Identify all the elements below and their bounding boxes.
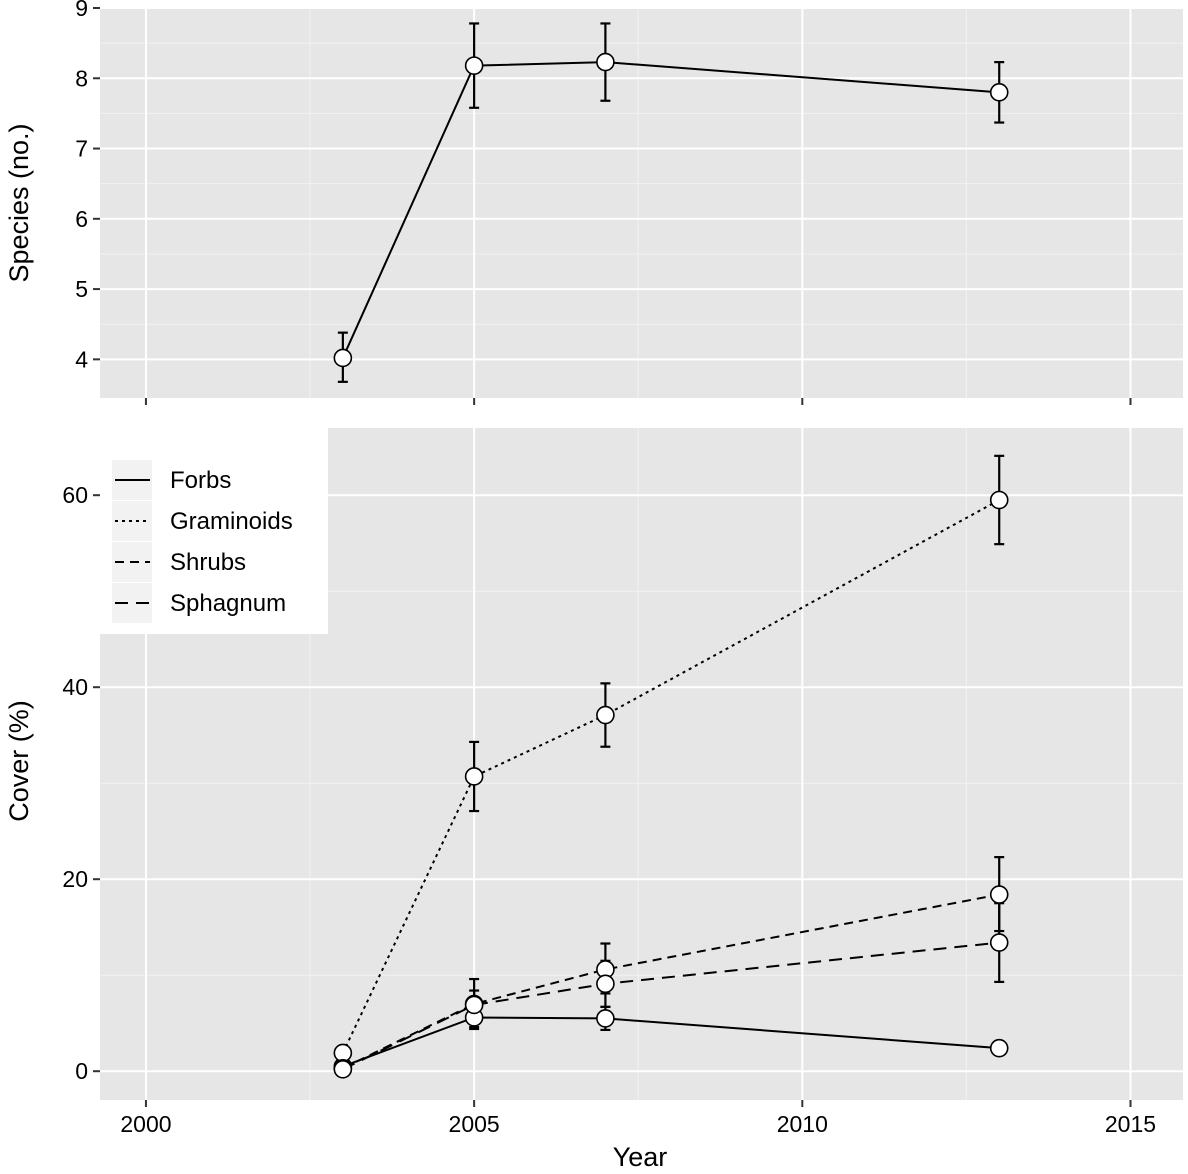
data-point <box>989 885 1009 904</box>
legend: Forbs Graminoids Shrubs Sphagnum <box>100 428 328 634</box>
legend-label-sphagnum: Sphagnum <box>170 590 286 617</box>
data-point <box>333 1059 353 1079</box>
data-point <box>596 1009 615 1028</box>
data-point <box>596 705 615 725</box>
y-tick-label: 20 <box>62 866 88 892</box>
legend-label-shrubs: Shrubs <box>170 549 246 576</box>
data-point <box>989 83 1009 102</box>
legend-label-graminoids: Graminoids <box>170 508 293 535</box>
y-axis-title-bottom: Cover (%) <box>4 700 34 822</box>
species-panel: 4 5 6 7 8 9 <box>75 0 1183 405</box>
series-line-graminoids <box>341 499 1000 1054</box>
x-tick-label: 2005 <box>449 1111 500 1137</box>
data-point <box>333 348 353 368</box>
y-tick-label: 6 <box>75 206 88 232</box>
y-tick-label: 60 <box>62 482 88 508</box>
series-line-species <box>341 61 1000 359</box>
series-line-sphagnum <box>342 941 1000 1071</box>
y-tick-label: 9 <box>75 0 88 21</box>
data-point <box>464 56 484 75</box>
series-line-forbs <box>342 1016 1000 1068</box>
data-point <box>464 995 484 1015</box>
x-axis-title: Year <box>613 1142 668 1172</box>
x-tick-label: 2010 <box>777 1111 828 1137</box>
data-point <box>596 52 615 72</box>
y-axis-title-top: Species (no.) <box>4 123 34 282</box>
cover-panel: 2000 2005 2010 2015 0 20 40 60 Forbs Graminoids Sh… <box>62 428 1183 1137</box>
y-tick-label: 8 <box>75 65 88 91</box>
y-tick-label: 5 <box>75 276 88 302</box>
y-tick-label: 7 <box>75 136 88 162</box>
data-point <box>464 767 484 786</box>
x-tick-label: 2000 <box>120 1111 171 1137</box>
y-tick-label: 4 <box>75 346 88 372</box>
series-line-shrubs <box>342 893 1000 1070</box>
data-point <box>989 490 1009 510</box>
y-tick-label: 40 <box>62 674 88 700</box>
y-tick-label: 0 <box>75 1058 88 1084</box>
data-point <box>989 933 1009 952</box>
panel-background <box>100 8 1183 398</box>
x-tick-label: 2015 <box>1105 1111 1156 1137</box>
legend-label-forbs: Forbs <box>170 467 231 494</box>
data-point <box>596 974 615 994</box>
data-point <box>989 1038 1009 1058</box>
data-point <box>333 1043 353 1063</box>
